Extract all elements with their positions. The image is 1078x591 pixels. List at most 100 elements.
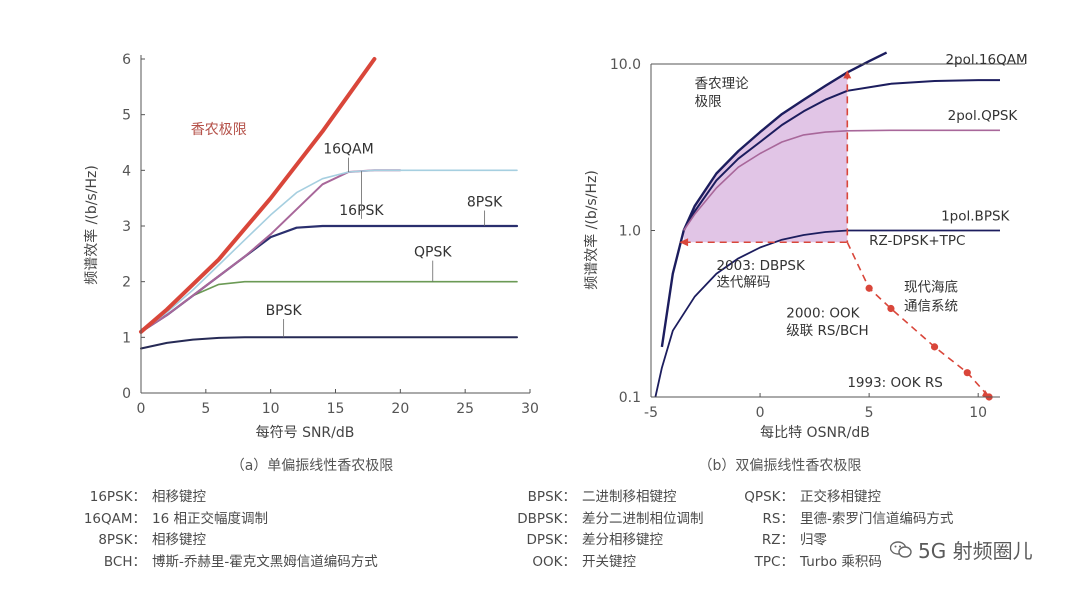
- series-line-QPSK: [140, 280, 518, 333]
- legend-row: 16PSK： 相移键控: [70, 487, 378, 509]
- caption-a: （a）单偏振线性香农极限: [231, 458, 394, 474]
- annotation-label: 级联 RS/BCH: [786, 323, 868, 339]
- abbreviation-legend-left: 16PSK： 相移键控 16QAM： 16 相正交幅度调制 8PSK： 相移键控 BCH： 博…: [70, 487, 378, 573]
- annotation-label: 现代海底: [904, 280, 958, 296]
- annotation-label: 2pol.QPSK: [948, 108, 1019, 124]
- y-tick-label-b: 1.0: [619, 224, 641, 240]
- arrow-left: [679, 238, 689, 247]
- x-tick-label-b: -5: [644, 405, 658, 421]
- x-tick-label-a: 25: [456, 401, 474, 417]
- chart-panel-b: -5 0 5 10 0.1 1.0 10.0 2pol.16QAM 2pol.QPSK 1pol…: [583, 51, 1028, 474]
- data-point: [865, 284, 873, 292]
- legend-abbreviation: QPSK：: [744, 489, 794, 505]
- x-tick-label-a: 30: [521, 401, 539, 417]
- y-tick-label-b: 10.0: [610, 57, 641, 73]
- annotation-label: 2pol.16QAM: [945, 52, 1027, 68]
- annotation-label: 通信系统: [904, 299, 958, 315]
- y-axis-label-a: 频谱效率 /(b/s/Hz): [83, 165, 100, 285]
- annotation-label: 1pol.BPSK: [941, 208, 1010, 224]
- legend-abbreviation: TPC：: [754, 553, 794, 570]
- x-tick-label-a: 10: [262, 401, 280, 417]
- series-line-16QAM: [140, 169, 518, 333]
- abbreviation-legend-right: QPSK： 正交移相键控 RS： 里德-索罗门信道编码方式 RZ： 归零 TPC： Turbo…: [736, 487, 953, 573]
- data-point: [930, 343, 939, 351]
- series-label: 16PSK: [339, 203, 384, 219]
- caption-b: （b）双偏振线性香农极限: [699, 458, 862, 474]
- series-line-1pol.BPSK: [654, 229, 1000, 398]
- shaded-gap-region: [683, 72, 848, 243]
- legend-abbreviation: BPSK：: [527, 489, 576, 505]
- y-tick-label-a: 2: [122, 275, 131, 291]
- annotation-label: RZ-DPSK+TPC: [869, 233, 965, 249]
- legend-definition: 开关键控: [582, 553, 636, 570]
- series-line-BPSK: [140, 336, 518, 350]
- x-tick-label-b: 5: [865, 405, 874, 421]
- chart-panel-a: 0 5 10 15 20 25 30 0 1 2 3 4 5 6 香农极限 16QAM 16PSK 8PSK QP…: [83, 52, 539, 474]
- data-point: [963, 369, 971, 377]
- abbreviation-legend-middle: BPSK： 二进制移相键控 DBPSK： 差分二进制相位调制 DPSK： 差分相移键控 OO…: [488, 487, 704, 574]
- x-tick-label-a: 20: [391, 401, 409, 417]
- series-line-2pol.QPSK: [683, 129, 1000, 231]
- legend-row: DBPSK： 差分二进制相位调制: [488, 509, 704, 531]
- legend-definition: 差分相移键控: [582, 532, 663, 548]
- annotation-label: 2000: OOK: [786, 306, 860, 322]
- y-tick-label-b: 0.1: [619, 390, 641, 406]
- legend-row: OOK： 开关键控: [488, 552, 704, 574]
- series-label: 16QAM: [323, 142, 374, 158]
- series-line-RZ-DPSK+TPC: [846, 241, 990, 398]
- annotation-label: 香农理论: [695, 76, 749, 92]
- x-tick-label-b: 10: [969, 405, 987, 421]
- series-line-香农极限: [139, 57, 377, 334]
- legend-definition: 正交移相键控: [800, 489, 881, 505]
- x-tick-label-a: 0: [137, 401, 146, 417]
- legend-abbreviation: DPSK：: [526, 532, 576, 548]
- y-tick-label-a: 6: [122, 52, 131, 68]
- legend-row: BPSK： 二进制移相键控: [488, 487, 704, 509]
- legend-row: TPC： Turbo 乘积码: [736, 552, 953, 574]
- watermark: 5G 射频圈儿: [890, 535, 1033, 564]
- legend-row: DPSK： 差分相移键控: [488, 530, 704, 552]
- y-axis-label-b: 频谱效率 /(b/s/Hz): [583, 170, 600, 290]
- legend-definition: 相移键控: [152, 489, 206, 505]
- y-tick-label-a: 3: [122, 219, 131, 235]
- series-label: QPSK: [414, 245, 452, 261]
- x-tick-label-a: 15: [327, 401, 345, 417]
- series-label: BPSK: [266, 303, 303, 319]
- annotation-label: 2003: DBPSK: [716, 258, 806, 274]
- annotation-label: 迭代解码: [716, 275, 770, 291]
- legend-abbreviation: RZ：: [761, 532, 794, 548]
- legend-definition: 博斯-乔赫里-霍克文黑姆信道编码方式: [152, 553, 378, 570]
- legend-definition: Turbo 乘积码: [800, 553, 882, 570]
- wechat-icon: [890, 540, 912, 558]
- series-label: 香农极限: [191, 122, 247, 138]
- legend-row: QPSK： 正交移相键控: [736, 487, 953, 509]
- legend-row: RS： 里德-索罗门信道编码方式: [736, 509, 954, 531]
- legend-definition: 二进制移相键控: [582, 489, 677, 505]
- arrow-up: [843, 70, 852, 79]
- y-tick-label-a: 4: [122, 163, 131, 179]
- legend-abbreviation: DBPSK：: [517, 510, 576, 527]
- legend-definition: 差分二进制相位调制: [582, 510, 704, 527]
- x-tick-label-a: 5: [201, 401, 210, 417]
- y-tick-label-a: 0: [122, 386, 131, 402]
- legend-definition: 归零: [800, 532, 827, 548]
- x-axis-label-b: 每比特 OSNR/dB: [760, 425, 870, 441]
- y-tick-label-a: 5: [122, 108, 131, 124]
- legend-abbreviation: BCH：: [103, 553, 146, 570]
- legend-abbreviation: RS：: [762, 510, 794, 527]
- series-line-2pol.16QAM: [682, 79, 1000, 231]
- data-point: [887, 304, 895, 313]
- annotation-label: 1993: OOK RS: [847, 375, 943, 391]
- legend-row: RZ： 归零: [736, 530, 953, 552]
- legend-definition: 16 相正交幅度调制: [152, 510, 268, 527]
- legend-row: 16QAM： 16 相正交幅度调制: [70, 509, 378, 531]
- legend-abbreviation: 16QAM：: [83, 510, 146, 527]
- legend-definition: 里德-索罗门信道编码方式: [800, 510, 954, 527]
- watermark-text: 5G 射频圈儿: [918, 539, 1033, 563]
- legend-abbreviation: OOK：: [532, 553, 576, 570]
- y-tick-label-a: 1: [122, 330, 131, 346]
- series-label: 8PSK: [467, 195, 503, 211]
- legend-abbreviation: 8PSK：: [98, 532, 146, 548]
- annotation-label: 极限: [695, 94, 723, 110]
